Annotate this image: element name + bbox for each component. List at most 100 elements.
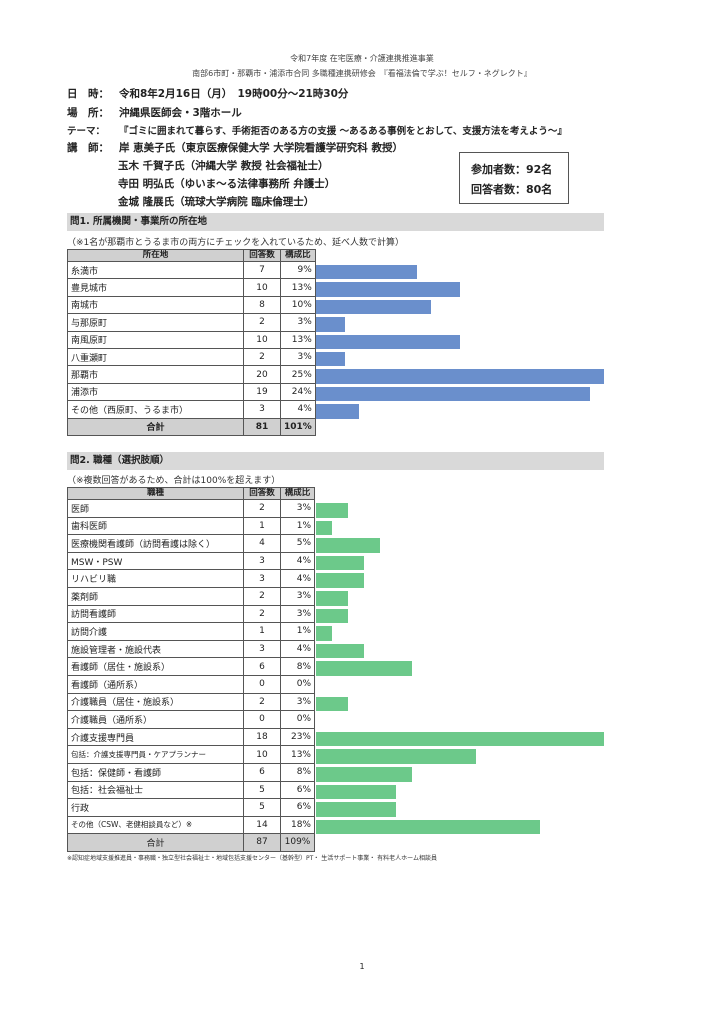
lecturer-label: 講 師： 岸 恵美子氏（東京医療保健大学 大学院看護学研究科 教授） (67, 140, 403, 155)
bar-5 (316, 334, 460, 349)
q1-header-label: 所在地 (67, 249, 244, 262)
q2-note: （※複数回答があるため、合計は100%を超えます） (67, 476, 281, 486)
row-label: 介護職員（通所系） (67, 710, 244, 729)
row-label: 看護師（居住・施設系） (67, 657, 244, 676)
total-row: 合計 81 101% (67, 417, 316, 436)
bar-4 (316, 555, 364, 571)
q1-title: 問1. 所属機関・事業所の所在地 (67, 213, 604, 231)
table-row: 那覇市 20 25% (67, 365, 316, 384)
table-row: 与那原町 2 3% (67, 313, 316, 332)
bar-16 (316, 767, 412, 782)
table-row: 包括：介護支援専門員・ケアプランナー 10 13% (67, 745, 315, 764)
lecturer-4: 金城 隆展氏（琉球大学病院 臨床倫理士） (118, 196, 315, 208)
row-label: 施設管理者・施設代表 (67, 639, 244, 659)
q2-title: 問2. 職種（選択肢順） (67, 452, 604, 470)
row-label: 訪問介護 (67, 622, 244, 641)
table-row: 行政 5 6% (67, 798, 315, 817)
footnote: ※認知症地域支援推進員・事務職・独立型社会福祉士・地域包括支援センター（基幹型）… (67, 855, 437, 862)
row-pct: 0% (280, 674, 315, 694)
bar-3 (316, 299, 432, 315)
row-count: 3 (243, 639, 281, 659)
date-value: 令和8年2月16日（月） 19時00分～21時30分 (119, 88, 349, 100)
row-pct: 8% (280, 762, 315, 782)
table-row: 薬剤師 2 3% (67, 586, 315, 606)
row-pct: 6% (280, 798, 315, 817)
table-row: 介護支援専門員 18 23% (67, 727, 315, 747)
lecturer-1: 岸 恵美子氏（東京医療保健大学 大学院看護学研究科 教授） (119, 142, 403, 154)
q2-header-label: 職種 (67, 487, 244, 500)
bar-2 (316, 520, 332, 536)
bar-8 (316, 386, 590, 402)
table-row: 包括：保健師・看護師 6 8% (67, 762, 315, 782)
bar-18 (316, 802, 396, 817)
theme-label: テーマ： (67, 126, 106, 137)
bar-6 (316, 591, 348, 606)
row-label: 与那原町 (67, 313, 244, 332)
row-count: 2 (243, 586, 281, 606)
lecturer-label-text: 講 師： (67, 142, 109, 154)
row-label: リハビリ職 (67, 569, 244, 588)
row-pct: 13% (280, 278, 316, 297)
q2-header-count: 回答数 (243, 487, 281, 500)
q2-header-row: 職種 回答数 構成比 (67, 487, 315, 500)
table-row: その他（西原町、うるま市） 3 4% (67, 400, 316, 419)
row-label: 浦添市 (67, 382, 244, 402)
q2-header-pct: 構成比 (280, 487, 315, 500)
row-pct: 13% (280, 745, 315, 764)
table-row: 訪問介護 1 1% (67, 622, 315, 641)
row-label: 南風原町 (67, 330, 244, 349)
row-label: 南城市 (67, 295, 244, 315)
row-pct: 4% (280, 400, 316, 419)
table-row: 南風原町 10 13% (67, 330, 316, 349)
row-pct: 3% (280, 692, 315, 712)
theme-value: 『ゴミに囲まれて暮らす、手術拒否のある方の支援 ～あるある事例をとおして、支援方… (119, 126, 567, 137)
q1-header-count: 回答数 (243, 249, 281, 262)
q1-header-pct: 構成比 (280, 249, 316, 262)
row-count: 8 (243, 295, 281, 315)
row-pct: 6% (280, 780, 315, 800)
row-label: その他（西原町、うるま市） (67, 400, 244, 419)
row-pct: 4% (280, 569, 315, 588)
row-count: 2 (243, 313, 281, 332)
place-value: 沖縄県医師会・3階ホール (119, 107, 242, 119)
row-pct: 3% (280, 313, 316, 332)
bar-1 (316, 265, 417, 280)
table-row: MSW・PSW 3 4% (67, 551, 315, 571)
date-label: 日 時： (67, 88, 109, 100)
q1-note: （※1名が那覇市とうるま市の両方にチェックを入れているため、延べ人数で計算） (67, 238, 404, 248)
row-count: 6 (243, 657, 281, 676)
table-row: 看護師（居住・施設系） 6 8% (67, 657, 315, 676)
q1-table: 所在地 回答数 構成比 糸満市 7 9% 豊見城市 10 13% 南城市 8 10% 与那原町 2 3% 南風… (67, 249, 316, 436)
row-pct: 1% (280, 622, 315, 641)
row-count: 18 (243, 727, 281, 747)
row-count: 10 (243, 278, 281, 297)
row-count: 2 (243, 692, 281, 712)
row-pct: 3% (280, 604, 315, 624)
table-row: 糸満市 7 9% (67, 260, 316, 280)
row-label: 那覇市 (67, 365, 244, 384)
bar-17 (316, 784, 396, 800)
row-count: 2 (243, 499, 281, 518)
q1-header-row: 所在地 回答数 構成比 (67, 249, 316, 262)
table-row: 介護職員（居住・施設系） 2 3% (67, 692, 315, 712)
row-count: 20 (243, 365, 281, 384)
bar-8 (316, 626, 332, 641)
row-pct: 3% (280, 347, 316, 367)
row-label: 歯科医師 (67, 516, 244, 536)
header-line-2: 南部6市町・那覇市・浦添市合同 多職種連携研修会 『看福法倫で学ぶ！セルフ・ネグ… (192, 69, 532, 78)
q2-table: 職種 回答数 構成比 医師 2 3% 歯科医師 1 1% 医療機関看護師（訪問看護は除く） 4 5% M… (67, 487, 315, 852)
table-row: 八重瀬町 2 3% (67, 347, 316, 367)
bar-5 (316, 573, 364, 588)
participant-count: 参加者数：92名 (471, 163, 553, 176)
row-pct: 9% (280, 260, 316, 280)
row-pct: 24% (280, 382, 316, 402)
row-label: 看護師（通所系） (67, 674, 244, 694)
total-count: 87 (243, 833, 281, 852)
row-count: 10 (243, 330, 281, 349)
row-label: 包括：介護支援専門員・ケアプランナー (67, 745, 244, 764)
table-row: 医療機関看護師（訪問看護は除く） 4 5% (67, 534, 315, 553)
respondent-count: 回答者数：80名 (471, 183, 553, 196)
row-pct: 23% (280, 727, 315, 747)
row-label: 訪問看護師 (67, 604, 244, 624)
row-count: 5 (243, 798, 281, 817)
